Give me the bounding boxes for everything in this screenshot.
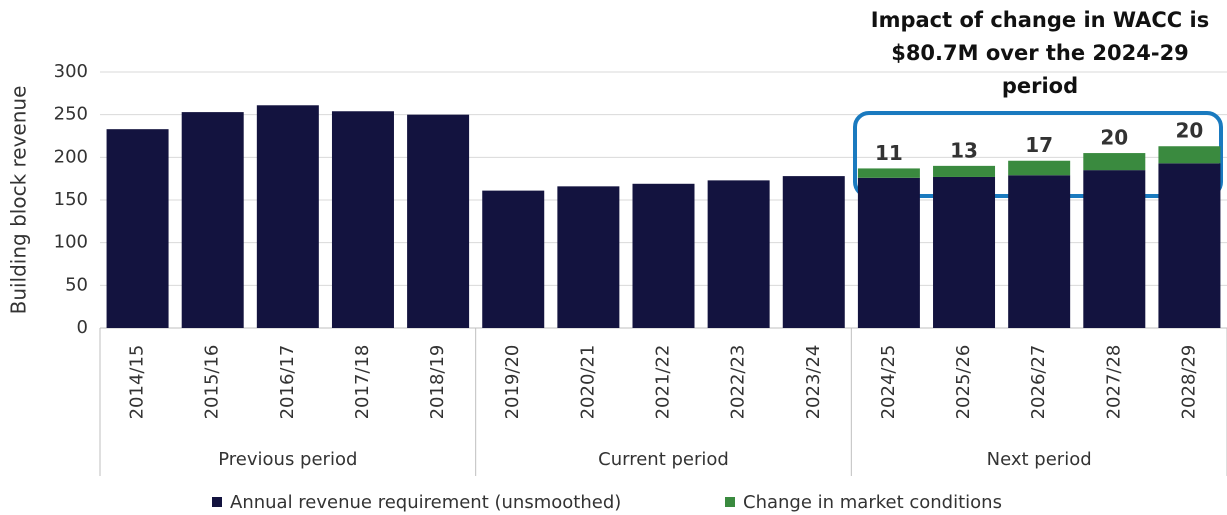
- bar-segment: [557, 186, 620, 328]
- y-tick-label: 250: [54, 104, 88, 125]
- group-label: Next period: [987, 449, 1092, 470]
- y-tick-label: 50: [65, 274, 88, 295]
- x-tick-label: 2027/28: [1103, 345, 1124, 420]
- x-tick-label: 2028/29: [1178, 345, 1199, 420]
- legend-label: Change in market conditions: [743, 492, 1002, 513]
- bar-segment: [331, 111, 394, 329]
- data-label: 20: [1176, 119, 1204, 143]
- bar-segment: [1158, 146, 1221, 164]
- x-tick-label: 2018/19: [427, 345, 448, 420]
- bar-segment: [707, 180, 770, 328]
- x-tick-label: 2021/22: [653, 345, 674, 420]
- data-label: 17: [1025, 133, 1053, 157]
- group-label: Previous period: [218, 449, 357, 470]
- x-tick-label: 2016/17: [277, 345, 298, 420]
- annotation: Impact of change in WACC is $80.7M over …: [870, 8, 1210, 98]
- legend-label: Annual revenue requirement (unsmoothed): [230, 492, 621, 513]
- bar-segment: [482, 190, 545, 328]
- bar-segment: [632, 183, 695, 328]
- bar-segment: [857, 168, 920, 178]
- x-tick-label: 2025/26: [953, 345, 974, 420]
- x-tick-label: 2024/25: [878, 345, 899, 420]
- data-label: 11: [875, 141, 903, 165]
- y-tick-label: 150: [54, 189, 88, 210]
- bar-segment: [106, 129, 169, 328]
- bar-segment: [933, 165, 996, 177]
- y-axis-label: Building block revenue: [7, 86, 31, 315]
- x-tick-label: 2015/16: [202, 345, 223, 420]
- bar-segment: [857, 177, 920, 328]
- bar-segment: [1008, 160, 1071, 176]
- y-tick-label: 100: [54, 232, 88, 253]
- bar-segment: [256, 105, 319, 328]
- x-tick-label: 2017/18: [352, 345, 373, 420]
- x-tick-label: 2023/24: [803, 345, 824, 420]
- group-label: Current period: [598, 449, 729, 470]
- bar-segment: [782, 176, 845, 328]
- bar-segment: [1008, 175, 1071, 328]
- bar-segment: [1158, 163, 1221, 328]
- legend-swatch: [725, 497, 735, 507]
- x-tick-label: 2026/27: [1028, 345, 1049, 420]
- x-tick-label: 2020/21: [577, 345, 598, 420]
- data-label: 13: [950, 138, 978, 162]
- bar-segment: [933, 176, 996, 328]
- y-tick-label: 300: [54, 61, 88, 82]
- bar-segment: [1083, 170, 1146, 328]
- data-label: 20: [1100, 126, 1128, 150]
- bar-segment: [181, 112, 244, 329]
- bar-segment: [407, 114, 470, 329]
- x-tick-label: 2014/15: [127, 345, 148, 420]
- y-tick-label: 0: [77, 317, 88, 338]
- x-tick-label: 2022/23: [728, 345, 749, 420]
- y-tick-label: 200: [54, 146, 88, 167]
- x-tick-label: 2019/20: [502, 345, 523, 420]
- legend-swatch: [212, 497, 222, 507]
- bar-segment: [1083, 153, 1146, 171]
